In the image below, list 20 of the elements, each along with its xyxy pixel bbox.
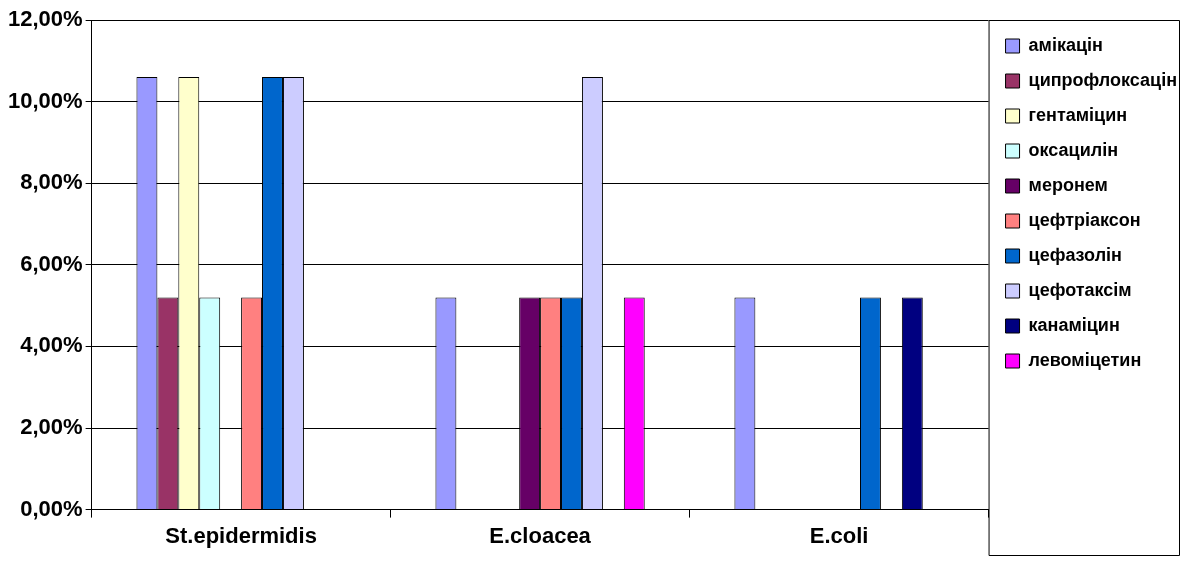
x-tick-label: St.epidermidis xyxy=(165,522,317,548)
y-tick-label: 8,00% xyxy=(20,169,83,195)
y-tick-label: 4,00% xyxy=(20,332,83,358)
legend-label: цефотаксім xyxy=(1028,279,1132,300)
y-tick-label: 12,00% xyxy=(7,6,83,32)
y-tick-label: 0,00% xyxy=(20,495,83,521)
legend-label: меронем xyxy=(1028,174,1108,195)
legend-label: ципрофлоксацін xyxy=(1028,69,1178,90)
legend-label: цефтріаксон xyxy=(1028,209,1141,230)
x-tick-label: E.coli xyxy=(809,522,869,548)
legend-label: канаміцин xyxy=(1028,314,1120,335)
y-tick-label: 10,00% xyxy=(7,87,83,113)
y-tick-label: 2,00% xyxy=(20,414,83,440)
y-tick-label: 6,00% xyxy=(20,250,83,276)
legend-label: цефазолін xyxy=(1028,244,1122,265)
legend-label: левоміцетин xyxy=(1028,349,1142,370)
legend-label: оксацилін xyxy=(1028,139,1119,160)
legend-label: амікацін xyxy=(1028,34,1103,55)
x-tick-label: E.cloacea xyxy=(489,522,592,548)
legend-label: гентаміцин xyxy=(1028,104,1128,125)
